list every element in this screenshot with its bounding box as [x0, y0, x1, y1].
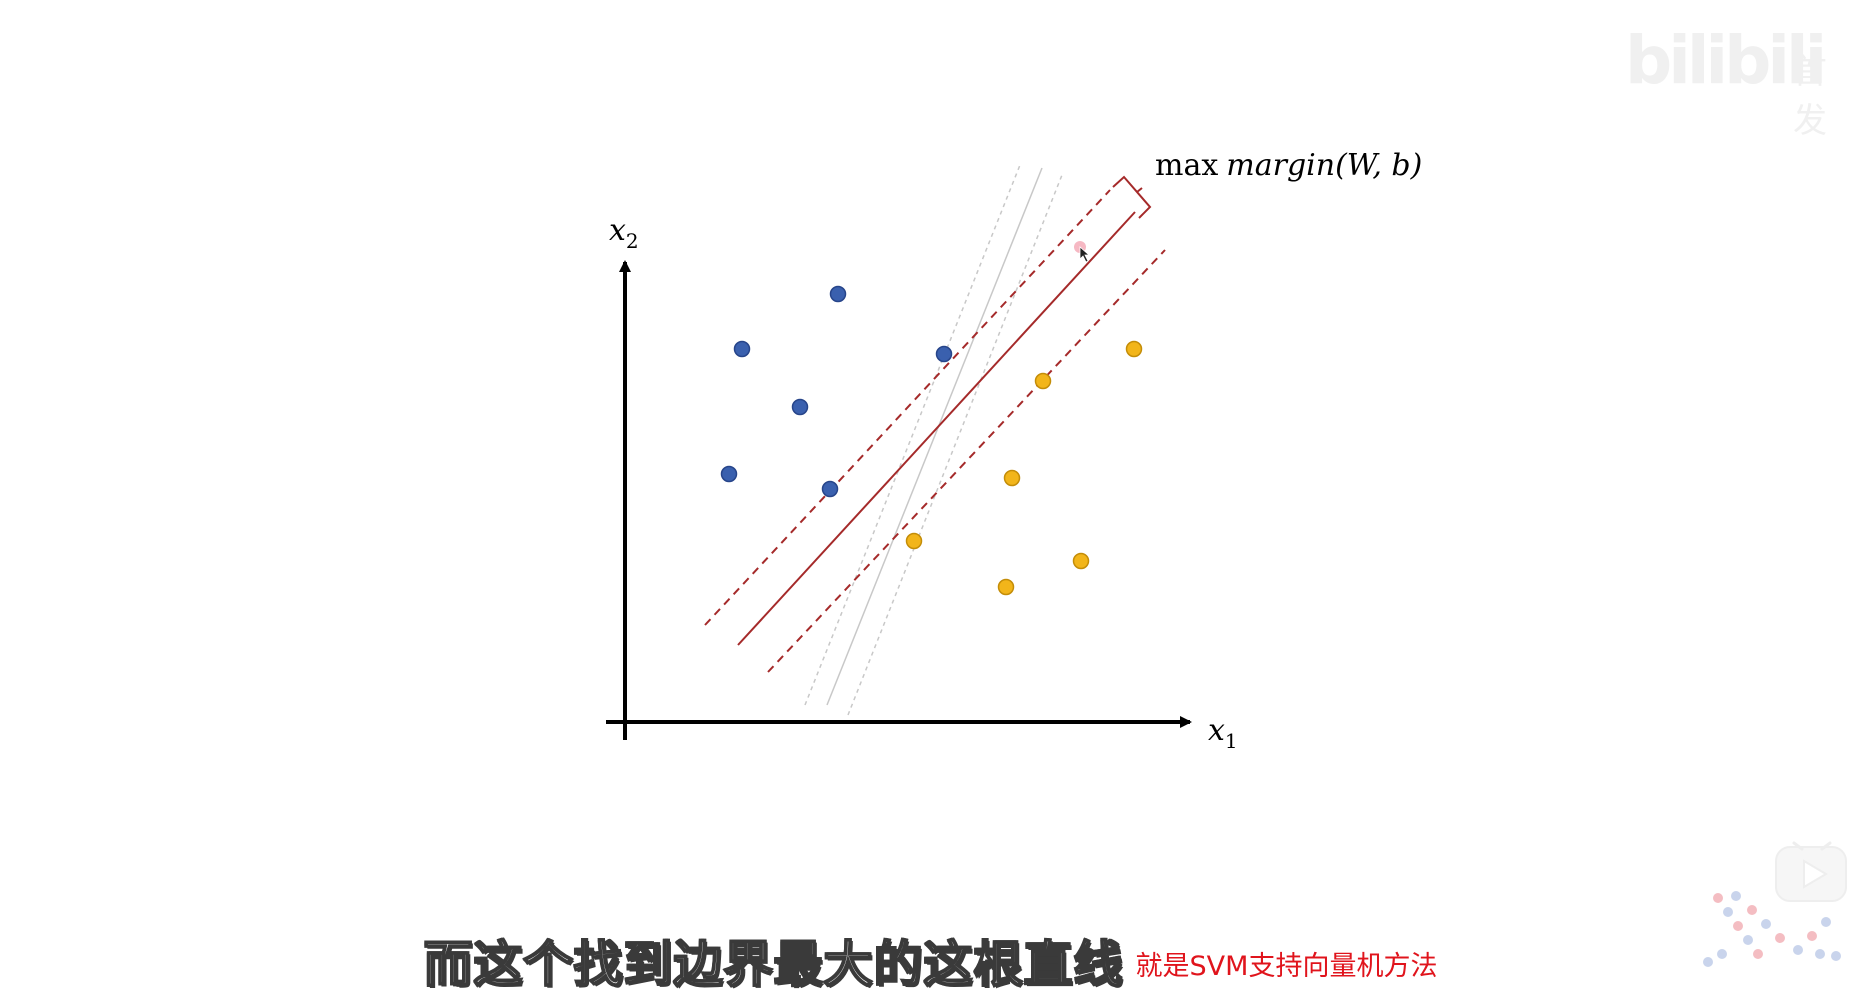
class-a-point — [720, 465, 738, 483]
mouse-pointer-icon — [1074, 241, 1091, 263]
class-a-point — [821, 480, 839, 498]
margin-label: max margin(W, b) — [1155, 148, 1422, 183]
bilibili-watermark: bilibili 首发 — [1625, 22, 1855, 141]
dots-logo-icon — [1703, 891, 1841, 967]
margin-label-func: margin — [1226, 148, 1335, 183]
x-axis-label: x1 — [1208, 713, 1238, 753]
alt-line-solid — [826, 167, 1043, 706]
class-a-point — [829, 285, 847, 303]
margin-line-upper — [704, 189, 1111, 626]
alt-line-dotted-left — [804, 164, 1021, 706]
y-axis-subscript: 2 — [626, 229, 639, 253]
watermark-suffix: 首发 — [1793, 52, 1827, 141]
margin-label-prefix: max — [1155, 148, 1218, 183]
decision-boundary — [737, 211, 1136, 646]
class-a-point — [733, 340, 751, 358]
class-b-point — [905, 532, 923, 550]
y-axis-label: x2 — [609, 213, 639, 253]
x-axis-subscript: 1 — [1225, 729, 1238, 753]
class-b-point — [1003, 469, 1021, 487]
class-b-point — [1125, 340, 1143, 358]
class-b-points — [905, 340, 1143, 596]
margin-line-lower — [767, 249, 1166, 673]
class-b-point — [997, 578, 1015, 596]
margin-label-args: (W, b) — [1335, 148, 1422, 183]
play-icon[interactable] — [1772, 835, 1852, 905]
class-a-point — [935, 345, 953, 363]
class-b-point — [1072, 552, 1090, 570]
class-b-point — [1034, 372, 1052, 390]
margin-bracket-tip — [1136, 187, 1143, 193]
alt-line-dotted-right — [847, 174, 1063, 716]
margin-bracket — [1112, 175, 1152, 219]
class-a-points — [720, 285, 953, 498]
class-a-point — [791, 398, 809, 416]
watermark-brand: bilibili — [1625, 22, 1827, 99]
